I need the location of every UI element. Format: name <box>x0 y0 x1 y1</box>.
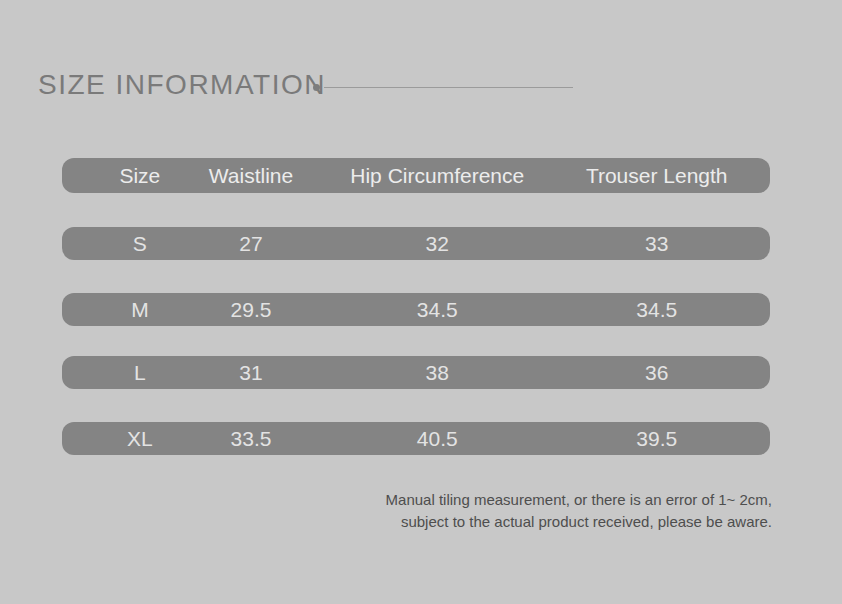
disclaimer-line-1: Manual tiling measurement, or there is a… <box>252 489 772 511</box>
cell-trouser-length: 34.5 <box>636 298 677 322</box>
cell-size: S <box>133 232 147 256</box>
cell-trouser-length: 33 <box>645 232 668 256</box>
cell-trouser-length: 36 <box>645 361 668 385</box>
table-row: M 29.5 34.5 34.5 <box>62 293 770 326</box>
cell-trouser-length: 39.5 <box>636 427 677 451</box>
cell-size: M <box>131 298 149 322</box>
column-header-waistline: Waistline <box>209 164 293 188</box>
cell-waistline: 33.5 <box>231 427 272 451</box>
column-header-trouser-length: Trouser Length <box>586 164 728 188</box>
cell-hip-circumference: 34.5 <box>417 298 458 322</box>
page-title: SIZE INFORMATION <box>38 70 326 99</box>
disclaimer-line-2: subject to the actual product received, … <box>252 511 772 533</box>
cell-size: XL <box>127 427 153 451</box>
cell-waistline: 29.5 <box>231 298 272 322</box>
column-header-size: Size <box>119 164 160 188</box>
cell-hip-circumference: 40.5 <box>417 427 458 451</box>
title-bullet-dot <box>313 84 320 91</box>
cell-waistline: 31 <box>239 361 262 385</box>
cell-hip-circumference: 32 <box>426 232 449 256</box>
column-header-hip-circumference: Hip Circumference <box>350 164 524 188</box>
cell-size: L <box>134 361 146 385</box>
title-divider-line <box>324 87 573 88</box>
page-background: { "header": { "title": "SIZE INFORMATION… <box>0 0 842 604</box>
table-row: S 27 32 33 <box>62 227 770 260</box>
size-table: Size Waistline Hip Circumference Trouser… <box>62 158 770 455</box>
measurement-disclaimer: Manual tiling measurement, or there is a… <box>252 489 772 533</box>
table-header-row: Size Waistline Hip Circumference Trouser… <box>62 158 770 193</box>
table-row: L 31 38 36 <box>62 356 770 389</box>
table-row: XL 33.5 40.5 39.5 <box>62 422 770 455</box>
cell-waistline: 27 <box>239 232 262 256</box>
cell-hip-circumference: 38 <box>426 361 449 385</box>
